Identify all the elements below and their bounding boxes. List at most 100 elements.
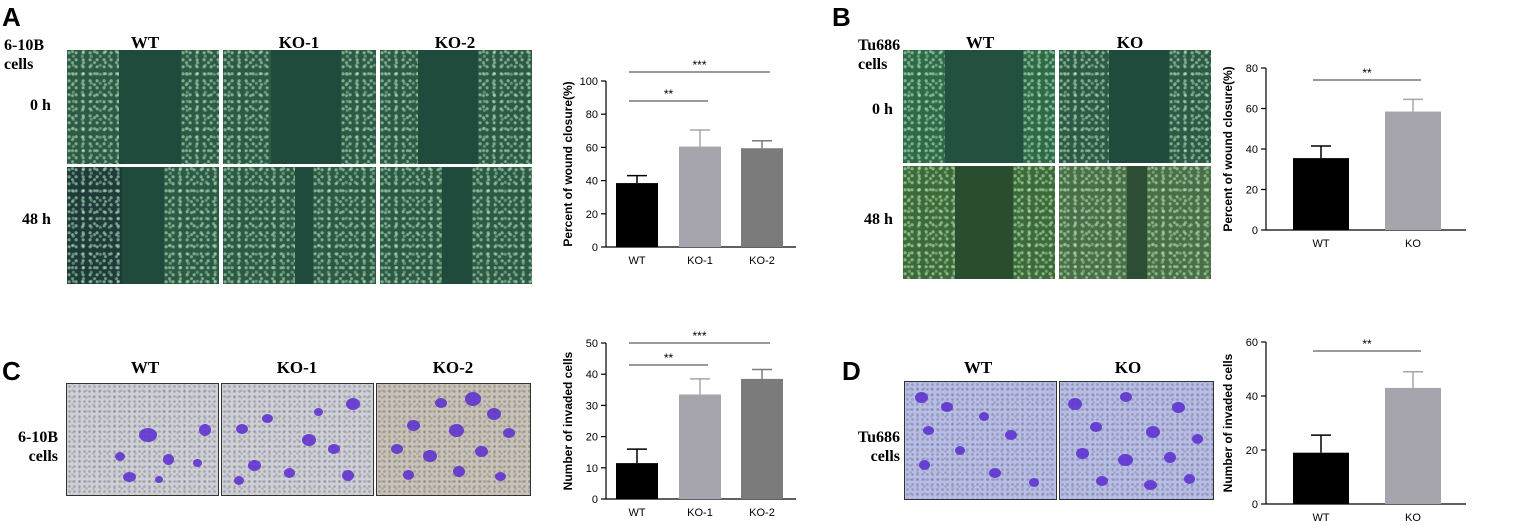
panel-a-col-ko2: KO-2 <box>434 33 476 52</box>
panel-b-micrograph-wt-48h <box>903 166 1055 279</box>
panel-a-row-0h: 0 h <box>30 97 51 114</box>
y-tick-label: 20 <box>1246 185 1258 197</box>
panel-a-cell-line-suffix: cells <box>4 56 34 73</box>
panel-c-cell-line-name: 6-10B <box>18 429 58 446</box>
panel-b-col-wt: WT <box>965 33 995 52</box>
chart-a: 0 20 40 60 80 100 Percent of wound closure(%) W… <box>561 58 796 267</box>
y-tick-label: 50 <box>586 338 598 350</box>
panel-b-letter: B <box>832 2 851 32</box>
y-tick-label: 0 <box>592 494 598 506</box>
panel-d-letter: D <box>842 356 861 386</box>
panel-d-cell-line: Tu686 cells <box>850 428 900 466</box>
y-tick-label: 0 <box>592 242 598 254</box>
y-tick-label: 10 <box>586 463 598 475</box>
y-tick-label: 60 <box>586 142 598 154</box>
bar-ko-2 <box>741 148 783 247</box>
y-tick-label: 40 <box>1246 144 1258 156</box>
panel-d-cell-line-suffix: cells <box>870 448 900 465</box>
x-tick-label: KO-1 <box>687 255 713 267</box>
panel-b-micrograph-ko-0h <box>1059 50 1211 163</box>
panel-a-micrograph-wt-48h <box>67 167 219 284</box>
y-tick-label: 40 <box>586 369 598 381</box>
panel-b-micrograph-wt-0h <box>903 50 1055 163</box>
panel-b-row-0h: 0 h <box>872 101 893 118</box>
y-tick-label: 100 <box>580 76 598 88</box>
y-axis-label: Number of invaded cells <box>561 351 575 490</box>
panel-d-col-ko: KO <box>1114 358 1142 377</box>
y-tick-label: 60 <box>1246 337 1258 349</box>
significance-label: *** <box>692 329 706 343</box>
panel-a-row-48h: 48 h <box>22 211 51 228</box>
panel-a-cell-line: 6-10B cells <box>4 36 44 74</box>
y-axis-label: Number of invaded cells <box>1221 353 1235 492</box>
panel-c-invasion-ko1 <box>221 383 374 496</box>
bar-ko-2 <box>741 378 783 499</box>
panel-b-row-48h: 48 h <box>864 211 893 228</box>
panel-a-col-ko1: KO-1 <box>278 33 320 52</box>
y-tick-label: 60 <box>1246 104 1258 116</box>
x-tick-label: WT <box>1312 512 1329 524</box>
significance-label: ** <box>664 351 674 365</box>
panel-a-micrograph-wt-0h <box>67 50 219 164</box>
y-tick-label: 80 <box>1246 63 1258 75</box>
panel-a-letter: A <box>2 2 21 32</box>
bar-wt <box>1293 158 1349 230</box>
panel-c-col-ko2: KO-2 <box>432 358 474 377</box>
panel-a-micrograph-ko1-48h <box>223 167 376 284</box>
panel-c-cell-line: 6-10B cells <box>6 428 58 466</box>
y-axis-label: Percent of wound closure(%) <box>561 81 575 246</box>
bar-wt <box>616 463 658 499</box>
y-tick-label: 0 <box>1252 499 1258 511</box>
chart-c: 0 10 20 30 40 50 Number of invaded cells WT KO-1… <box>561 329 796 519</box>
chart-b: 0 20 40 60 80 Percent of wound closure(%) WT KO… <box>1221 63 1466 250</box>
x-tick-label: KO-2 <box>749 507 775 519</box>
significance-label: *** <box>692 58 706 72</box>
significance-label: ** <box>1362 66 1372 80</box>
panel-a-cell-line-name: 6-10B <box>4 37 44 54</box>
y-axis-label: Percent of wound closure(%) <box>1221 66 1235 231</box>
bar-ko <box>1385 111 1441 230</box>
significance-label: ** <box>664 87 674 101</box>
bar-wt <box>616 183 658 247</box>
panel-b-cell-line-name: Tu686 <box>858 37 901 54</box>
panel-c-invasion-wt <box>66 383 219 496</box>
panel-d-col-wt: WT <box>963 358 993 377</box>
y-tick-label: 40 <box>586 176 598 188</box>
panel-c-invasion-ko2 <box>376 383 531 496</box>
panel-b-col-ko: KO <box>1116 33 1144 52</box>
panel-c-col-ko1: KO-1 <box>276 358 318 377</box>
significance-label: ** <box>1362 337 1372 351</box>
bar-ko-1 <box>679 394 721 499</box>
bar-ko <box>1385 387 1441 504</box>
y-tick-label: 20 <box>586 432 598 444</box>
x-tick-label: KO-1 <box>687 507 713 519</box>
x-tick-label: KO-2 <box>749 255 775 267</box>
panel-b-cell-line: Tu686 cells <box>858 36 900 74</box>
x-tick-label: KO <box>1405 512 1421 524</box>
panel-d-invasion-wt <box>904 381 1057 500</box>
y-tick-label: 20 <box>1246 445 1258 457</box>
chart-d: 0 20 40 60 Number of invaded cells WT KO ** <box>1221 337 1466 524</box>
x-tick-label: KO <box>1405 238 1421 250</box>
bar-wt <box>1293 452 1349 504</box>
bar-ko-1 <box>679 146 721 247</box>
y-tick-label: 0 <box>1252 225 1258 237</box>
panel-c-cell-line-suffix: cells <box>28 448 58 465</box>
panel-c-col-wt: WT <box>130 358 160 377</box>
panel-a-micrograph-ko2-0h <box>380 50 532 164</box>
panel-d-invasion-ko <box>1059 381 1214 500</box>
x-tick-label: WT <box>628 507 645 519</box>
panel-b-cell-line-suffix: cells <box>858 56 888 73</box>
y-tick-label: 80 <box>586 109 598 121</box>
y-tick-label: 20 <box>586 209 598 221</box>
y-tick-label: 40 <box>1246 391 1258 403</box>
x-tick-label: WT <box>628 255 645 267</box>
panel-d-cell-line-name: Tu686 <box>857 429 900 446</box>
panel-a-micrograph-ko2-48h <box>380 167 532 284</box>
panel-a-col-wt: WT <box>130 33 160 52</box>
y-tick-label: 30 <box>586 400 598 412</box>
panel-c-letter: C <box>2 356 21 386</box>
x-tick-label: WT <box>1312 238 1329 250</box>
panel-b-micrograph-ko-48h <box>1059 166 1211 279</box>
panel-a-micrograph-ko1-0h <box>223 50 376 164</box>
